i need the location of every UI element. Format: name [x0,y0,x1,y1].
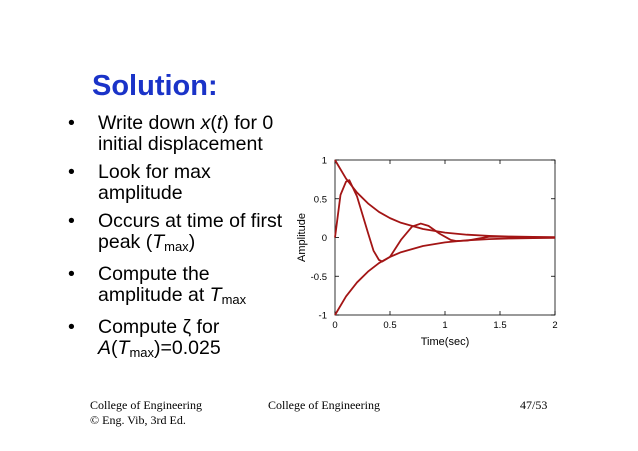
bullet-item: • Write down x(t) for 0 initial displacem… [62,113,292,155]
subscript-text: max [221,292,247,307]
bullet-item: • Compute ζ for A(Tmax)=0.025 [62,317,292,363]
x-tick-label: 1 [442,320,447,331]
amplitude-chart: 0 0.5 1 1.5 2 -1 -0.5 0 0.5 1 Time(sec) Amplitude [296,156,558,349]
bullet-item: • Occurs at time of first peak (Tmax) [62,211,292,257]
subscript-text: max [164,239,189,254]
bullet-item: • Look for max amplitude [62,162,292,204]
bullet-text: ) [188,231,196,253]
x-tick-label: 2 [552,320,557,331]
series-line-2 [334,179,555,263]
bullet-text: Occurs at time of first peak ( [98,210,283,253]
bullet-list: • Write down x(t) for 0 initial displacem… [62,113,292,370]
y-tick-label: 1 [322,156,327,167]
footer-center: College of Engineering [268,398,380,412]
bullet-text: ( [210,112,217,134]
bullet-dot: • [68,112,75,134]
slide-title: Solution: [92,70,218,102]
bullet-text: T [209,284,222,306]
x-tick-label: 0.5 [383,320,396,331]
bullet-text: T [117,337,130,359]
bullet-text: )=0.025 [154,337,221,359]
y-tick-label: -1 [319,311,327,322]
subscript-text: max [129,345,154,360]
bullet-text: Write down [98,112,201,134]
bullet-text: t [216,112,223,134]
x-tick-label: 0 [332,320,337,331]
bullet-dot: • [68,263,75,285]
x-tick-label: 1.5 [493,320,506,331]
bullet-text: x [200,112,211,134]
bullet-text: ) for 0 initial displacement [98,112,274,155]
y-axis-label: Amplitude [296,213,308,262]
bullet-text: T [152,231,165,253]
y-tick-label: -0.5 [311,272,327,283]
series-line-1 [334,236,556,316]
footer-left-line1: College of Engineering [90,398,202,412]
bullet-text: Compute the amplitude at [98,263,210,306]
page-number: 47/53 [520,398,548,412]
bullet-text: Compute ζ for [98,316,220,338]
bullet-dot: • [68,161,75,183]
x-axis-label: Time(sec) [421,336,469,348]
bullet-text: ( [111,337,118,359]
bullet-text: Look for max amplitude [98,161,211,204]
bullet-text: A [98,337,112,359]
y-tick-label: 0 [322,233,327,244]
bullet-item: • Compute the amplitude at Tmax [62,264,292,310]
bullet-dot: • [68,316,75,338]
bullet-dot: • [68,210,75,232]
y-tick-label: 0.5 [314,194,327,205]
footer-left-line2: © Eng. Vib, 3rd Ed. [90,413,186,427]
footer-left: College of Engineering © Eng. Vib, 3rd E… [90,398,202,428]
